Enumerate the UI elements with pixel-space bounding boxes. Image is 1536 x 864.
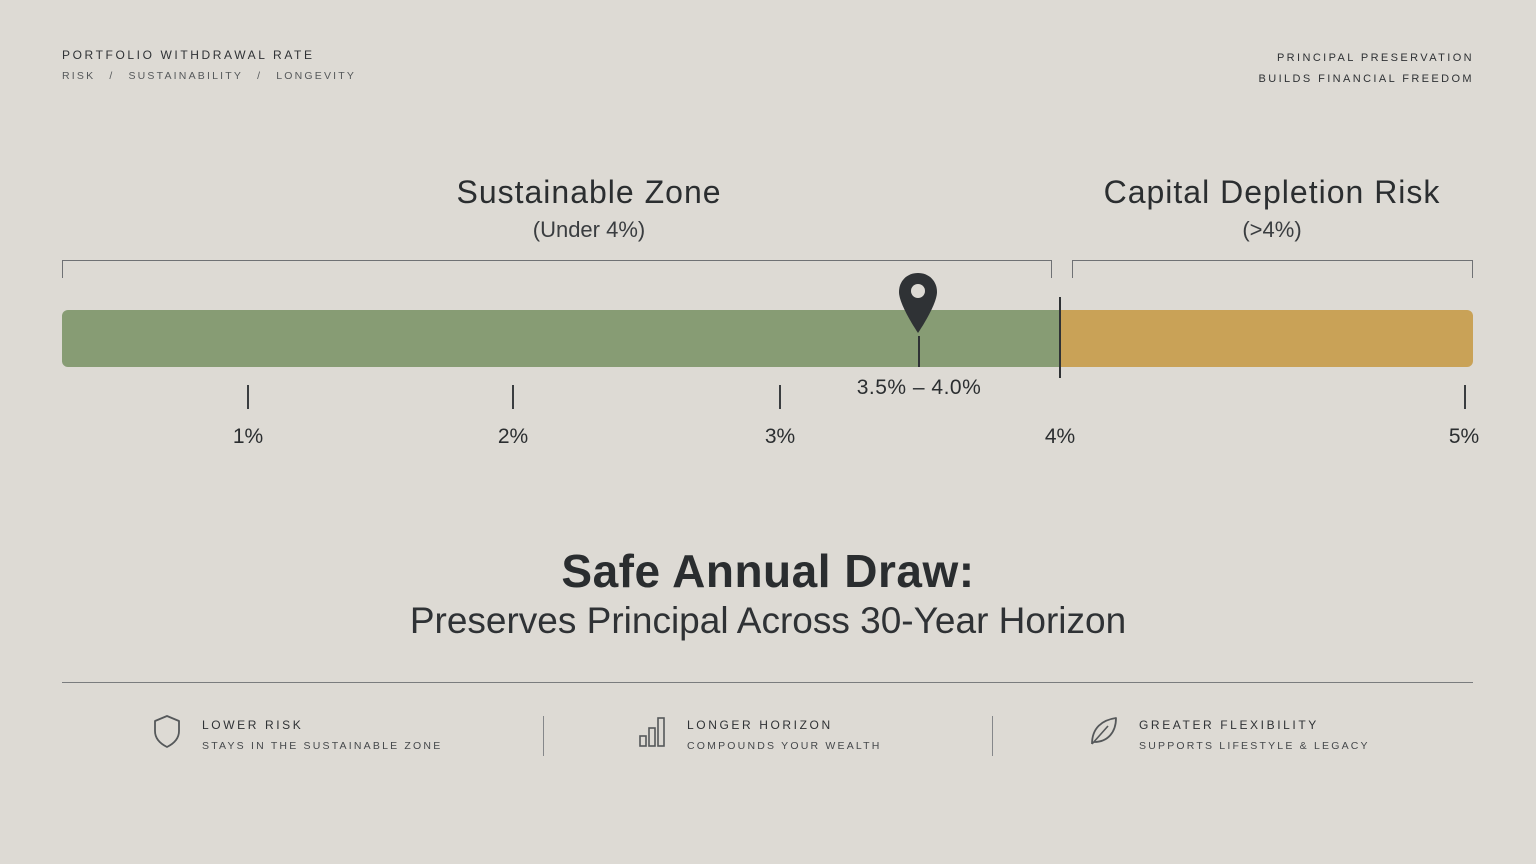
sustainable-zone-subtitle: (Under 4%) xyxy=(532,217,646,242)
feature-title: LOWER RISK xyxy=(202,718,304,732)
feature-subtitle: SUPPORTS LIFESTYLE & LEGACY xyxy=(1139,740,1370,752)
feature-title: GREATER FLEXIBILITY xyxy=(1139,718,1319,732)
section-divider xyxy=(62,682,1473,683)
bar-chart-icon xyxy=(639,717,665,747)
feature-subtitle: STAYS IN THE SUSTAINABLE ZONE xyxy=(202,740,443,752)
tick-5 xyxy=(1464,385,1466,409)
tick-2 xyxy=(512,385,514,409)
headline-subtitle: Preserves Principal Across 30-Year Horiz… xyxy=(409,600,1127,641)
sustainable-zone-title: Sustainable Zone xyxy=(456,174,722,210)
risk-zone-bar xyxy=(1061,310,1473,367)
leaf-icon xyxy=(1091,717,1117,745)
tick-label-5: 5% xyxy=(1448,425,1480,448)
sustainable-zone-bracket xyxy=(62,260,1052,278)
feature-separator xyxy=(992,716,993,756)
risk-zone-title: Capital Depletion Risk xyxy=(1103,174,1441,210)
risk-zone-subtitle: (>4%) xyxy=(1242,217,1302,242)
threshold-divider xyxy=(1059,297,1061,378)
breadcrumb-separator: / xyxy=(109,70,115,82)
feature-separator xyxy=(543,716,544,756)
marker-stem xyxy=(918,336,920,367)
tick-label-4: 4% xyxy=(1044,425,1076,448)
tick-3 xyxy=(779,385,781,409)
breadcrumb-separator: / xyxy=(257,70,263,82)
tagline-line-1: PRINCIPAL PRESERVATION xyxy=(1276,52,1474,64)
breadcrumb-item-longevity: LONGEVITY xyxy=(276,70,357,82)
breadcrumb-item-risk: RISK xyxy=(62,70,96,82)
shield-icon xyxy=(154,715,180,748)
header-tagline: PRINCIPAL PRESERVATION BUILDS FINANCIAL … xyxy=(1259,48,1475,90)
tick-label-2: 2% xyxy=(497,425,529,448)
sustainable-zone-heading: Sustainable Zone (Under 4%) xyxy=(389,174,789,243)
headline-title: Safe Annual Draw: xyxy=(561,545,975,597)
risk-zone-bracket xyxy=(1072,260,1473,278)
breadcrumb-item-sustainability: SUSTAINABILITY xyxy=(128,70,244,82)
feature-subtitle: COMPOUNDS YOUR WEALTH xyxy=(687,740,882,752)
tagline-line-2: BUILDS FINANCIAL FREEDOM xyxy=(1258,73,1474,85)
page-title: PORTFOLIO WITHDRAWAL RATE xyxy=(62,48,315,62)
marker-range-label: 3.5% – 4.0% xyxy=(856,376,982,399)
tick-1 xyxy=(247,385,249,409)
tick-label-3: 3% xyxy=(764,425,796,448)
tick-label-1: 1% xyxy=(232,425,264,448)
location-pin-icon xyxy=(899,273,937,333)
feature-title: LONGER HORIZON xyxy=(687,718,833,732)
risk-zone-heading: Capital Depletion Risk (>4%) xyxy=(1072,174,1472,243)
breadcrumb: RISK / SUSTAINABILITY / LONGEVITY xyxy=(62,70,356,82)
sustainable-zone-bar xyxy=(62,310,1061,367)
